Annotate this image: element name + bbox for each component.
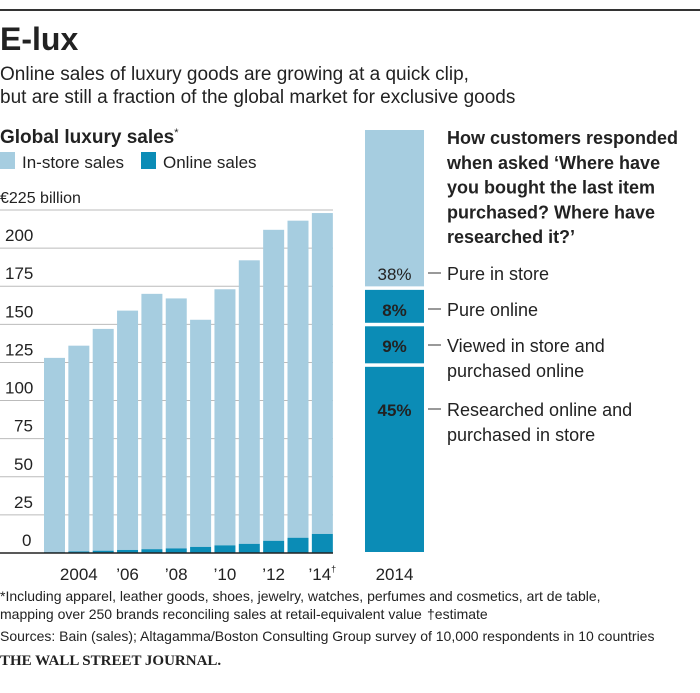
x-tick-label: ’06 bbox=[116, 565, 139, 584]
y-tick-label: 175 bbox=[5, 264, 33, 283]
bar-online-2011 bbox=[238, 543, 260, 553]
bar-in-store-2007 bbox=[141, 293, 163, 550]
x-tick-text: ’14 bbox=[308, 565, 331, 584]
page-title: E-lux bbox=[0, 21, 78, 57]
bar-in-store-2009 bbox=[190, 319, 212, 547]
bar-online-2005 bbox=[92, 550, 114, 553]
y-axis-label: €225 billion bbox=[0, 190, 81, 207]
bar-in-store-2012 bbox=[263, 229, 285, 541]
x-tick-text: ’12 bbox=[262, 565, 285, 584]
legend-swatch-in-store bbox=[0, 152, 15, 169]
chart-title-mark: * bbox=[174, 127, 179, 139]
bar-online-2010 bbox=[214, 545, 236, 553]
footnote-line-2: mapping over 250 brands reconciling sale… bbox=[0, 606, 422, 622]
x-tick-label: 2004 bbox=[60, 565, 98, 584]
bar-in-store-2003 bbox=[44, 357, 65, 553]
segment-description: purchased in store bbox=[447, 425, 595, 445]
x-tick-mark: † bbox=[331, 564, 336, 574]
survey-title-line: purchased? Where have bbox=[447, 202, 655, 222]
bar-in-store-2013 bbox=[287, 220, 309, 538]
x-tick-label: ’12 bbox=[262, 565, 285, 584]
bar-online-2008 bbox=[165, 548, 187, 553]
bar-online-2009 bbox=[190, 546, 212, 553]
survey-title-line: when asked ‘Where have bbox=[446, 153, 660, 173]
chart-title-text: Global luxury sales bbox=[0, 127, 174, 148]
bar-in-store-2004 bbox=[68, 345, 90, 552]
bar-online-2013 bbox=[287, 537, 309, 553]
bar-online-2006 bbox=[117, 549, 139, 553]
survey-title-line: you bought the last item bbox=[447, 178, 655, 198]
x-tick-label: ’14† bbox=[308, 564, 336, 584]
bar-in-store-2011 bbox=[238, 260, 260, 544]
wsj-logo: THE WALL STREET JOURNAL. bbox=[0, 653, 221, 669]
segment-description: purchased online bbox=[447, 361, 584, 381]
bar-online-2007 bbox=[141, 549, 163, 553]
x-tick-text: ’06 bbox=[116, 565, 139, 584]
y-tick-label: 100 bbox=[5, 379, 33, 398]
segment-percent: 38% bbox=[377, 265, 411, 284]
y-tick-label: 75 bbox=[14, 417, 33, 436]
bar-in-store-2010 bbox=[214, 289, 236, 546]
segment-2 bbox=[365, 289, 424, 323]
legend-label-online: Online sales bbox=[163, 153, 257, 172]
x-tick-text: 2004 bbox=[60, 565, 98, 584]
legend-label-in-store: In-store sales bbox=[22, 153, 124, 172]
estimate-note: †estimate bbox=[427, 606, 488, 622]
bar-online-2012 bbox=[263, 540, 285, 553]
x-tick-text: ’10 bbox=[214, 565, 237, 584]
segment-3 bbox=[365, 326, 424, 364]
legend-swatch-online bbox=[141, 152, 156, 169]
bar-in-store-2008 bbox=[165, 298, 187, 549]
survey-x-label: 2014 bbox=[376, 565, 414, 584]
x-tick-text: ’08 bbox=[165, 565, 188, 584]
bar-in-store-2005 bbox=[92, 328, 114, 551]
x-tick-label: ’10 bbox=[214, 565, 237, 584]
y-tick-label: 50 bbox=[14, 455, 33, 474]
y-tick-label: 150 bbox=[5, 302, 33, 321]
segment-percent: 8% bbox=[382, 301, 407, 320]
subtitle-line-1: Online sales of luxury goods are growing… bbox=[0, 64, 469, 85]
y-tick-label: 200 bbox=[5, 226, 33, 245]
segment-description: Pure in store bbox=[447, 264, 549, 284]
survey-title-line: How customers responded bbox=[447, 128, 678, 148]
bar-in-store-2014 bbox=[311, 213, 333, 534]
segment-description: Viewed in store and bbox=[447, 336, 605, 356]
segment-4 bbox=[365, 366, 424, 552]
segment-percent: 9% bbox=[382, 337, 407, 356]
bar-online-2014 bbox=[311, 533, 333, 553]
survey-title-line: researched it?’ bbox=[447, 227, 575, 247]
x-tick-label: ’08 bbox=[165, 565, 188, 584]
footnote-line-1: *Including apparel, leather goods, shoes… bbox=[0, 588, 601, 604]
y-tick-label: 25 bbox=[14, 493, 33, 512]
bar-in-store-2006 bbox=[117, 310, 139, 550]
chart-title: Global luxury sales* bbox=[0, 127, 179, 148]
subtitle-line-2: but are still a fraction of the global m… bbox=[0, 87, 515, 108]
segment-description: Researched online and bbox=[447, 400, 632, 420]
sources: Sources: Bain (sales); Altagamma/Boston … bbox=[0, 628, 654, 644]
segment-1 bbox=[365, 130, 424, 287]
bar-online-2004 bbox=[68, 551, 90, 553]
segment-description: Pure online bbox=[447, 300, 538, 320]
y-tick-label: 0 bbox=[22, 531, 31, 550]
y-tick-label: 125 bbox=[5, 340, 33, 359]
segment-percent: 45% bbox=[377, 401, 411, 420]
